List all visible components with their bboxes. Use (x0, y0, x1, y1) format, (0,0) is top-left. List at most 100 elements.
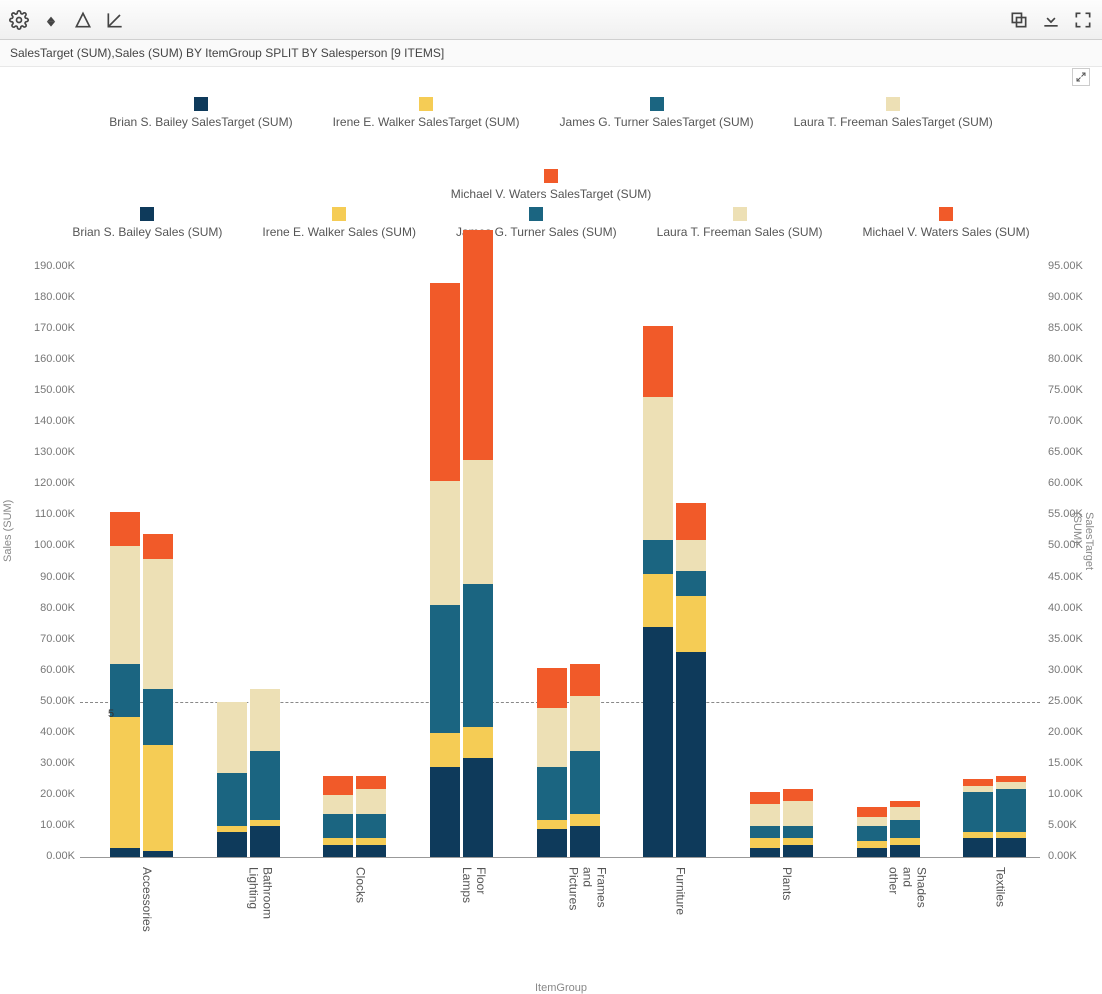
trend-icon[interactable] (104, 9, 126, 31)
bar-segment[interactable] (890, 801, 920, 807)
bar-segment[interactable] (537, 829, 567, 857)
bar-segment[interactable] (143, 689, 173, 745)
bar-segment[interactable] (430, 283, 460, 482)
bar-segment[interactable] (750, 826, 780, 838)
bar-segment[interactable] (250, 689, 280, 751)
bar-segment[interactable] (217, 702, 247, 773)
bar-segment[interactable] (643, 326, 673, 397)
bar-segment[interactable] (857, 817, 887, 826)
bar-segment[interactable] (250, 820, 280, 826)
bar-segment[interactable] (356, 789, 386, 814)
bar-segment[interactable] (430, 733, 460, 767)
bar-segment[interactable] (250, 826, 280, 857)
bar-segment[interactable] (750, 848, 780, 857)
bar-segment[interactable] (217, 773, 247, 826)
bar-segment[interactable] (110, 717, 140, 847)
sort-icon[interactable] (40, 9, 62, 31)
bar-segment[interactable] (676, 652, 706, 857)
bar-segment[interactable] (643, 397, 673, 540)
bar-segment[interactable] (890, 845, 920, 857)
gear-icon[interactable] (8, 9, 30, 31)
bar-segment[interactable] (537, 820, 567, 829)
bar-segment[interactable] (890, 807, 920, 819)
legend-item[interactable]: Irene E. Walker SalesTarget (SUM) (333, 97, 520, 129)
bar-segment[interactable] (676, 540, 706, 571)
legend-item[interactable]: Irene E. Walker Sales (SUM) (262, 207, 416, 239)
bar-segment[interactable] (963, 838, 993, 857)
bar-segment[interactable] (110, 546, 140, 664)
bar-segment[interactable] (643, 540, 673, 574)
legend-item[interactable]: Michael V. Waters SalesTarget (SUM) (451, 169, 652, 201)
bar-segment[interactable] (537, 767, 567, 820)
bar-segment[interactable] (643, 574, 673, 627)
bar-segment[interactable] (570, 696, 600, 752)
legend-item[interactable]: Brian S. Bailey Sales (SUM) (72, 207, 222, 239)
fullscreen-icon[interactable] (1072, 9, 1094, 31)
bar-segment[interactable] (356, 814, 386, 839)
bar-segment[interactable] (676, 571, 706, 596)
bar-segment[interactable] (323, 795, 353, 814)
bar-segment[interactable] (643, 627, 673, 857)
bar-segment[interactable] (537, 668, 567, 708)
bar-segment[interactable] (356, 845, 386, 857)
bar-segment[interactable] (570, 814, 600, 826)
delta-icon[interactable] (72, 9, 94, 31)
bar-segment[interactable] (250, 751, 280, 819)
bar-segment[interactable] (996, 838, 1026, 857)
bar-segment[interactable] (857, 841, 887, 847)
legend-item[interactable]: James G. Turner SalesTarget (SUM) (560, 97, 754, 129)
bar-segment[interactable] (963, 779, 993, 785)
bar-segment[interactable] (430, 767, 460, 857)
bar-segment[interactable] (676, 503, 706, 540)
bar-segment[interactable] (570, 751, 600, 813)
bar-segment[interactable] (323, 776, 353, 795)
download-icon[interactable] (1040, 9, 1062, 31)
bar-segment[interactable] (110, 664, 140, 717)
bar-segment[interactable] (783, 845, 813, 857)
bar-segment[interactable] (750, 804, 780, 826)
bar-segment[interactable] (996, 782, 1026, 788)
bar-segment[interactable] (996, 789, 1026, 832)
bar-segment[interactable] (323, 838, 353, 844)
bar-segment[interactable] (996, 776, 1026, 782)
bar-segment[interactable] (323, 845, 353, 857)
bar-segment[interactable] (217, 832, 247, 857)
bar-segment[interactable] (857, 848, 887, 857)
bar-segment[interactable] (430, 605, 460, 732)
bar-segment[interactable] (963, 832, 993, 838)
legend-item[interactable]: Brian S. Bailey SalesTarget (SUM) (109, 97, 292, 129)
bar-segment[interactable] (110, 848, 140, 857)
bar-segment[interactable] (890, 820, 920, 839)
bar-segment[interactable] (463, 460, 493, 584)
bar-segment[interactable] (750, 838, 780, 847)
bar-segment[interactable] (463, 758, 493, 857)
legend-item[interactable]: Laura T. Freeman SalesTarget (SUM) (794, 97, 993, 129)
bar-segment[interactable] (570, 826, 600, 857)
bar-segment[interactable] (463, 584, 493, 727)
bar-segment[interactable] (110, 512, 140, 546)
bar-segment[interactable] (963, 792, 993, 832)
bar-segment[interactable] (570, 664, 600, 695)
bar-segment[interactable] (356, 776, 386, 788)
bar-segment[interactable] (783, 838, 813, 844)
bar-segment[interactable] (143, 534, 173, 559)
bar-segment[interactable] (323, 814, 353, 839)
bar-segment[interactable] (463, 727, 493, 758)
bar-segment[interactable] (676, 596, 706, 652)
bar-segment[interactable] (857, 807, 887, 816)
bar-segment[interactable] (783, 826, 813, 838)
bar-segment[interactable] (217, 826, 247, 832)
bar-segment[interactable] (537, 708, 567, 767)
bar-segment[interactable] (143, 559, 173, 689)
bar-segment[interactable] (857, 826, 887, 842)
bar-segment[interactable] (783, 801, 813, 826)
bar-segment[interactable] (963, 786, 993, 792)
bar-segment[interactable] (890, 838, 920, 844)
bar-segment[interactable] (750, 792, 780, 804)
bar-segment[interactable] (463, 230, 493, 460)
legend-item[interactable]: Michael V. Waters Sales (SUM) (863, 207, 1030, 239)
copy-icon[interactable] (1008, 9, 1030, 31)
bar-segment[interactable] (356, 838, 386, 844)
bar-segment[interactable] (143, 745, 173, 851)
bar-segment[interactable] (430, 481, 460, 605)
